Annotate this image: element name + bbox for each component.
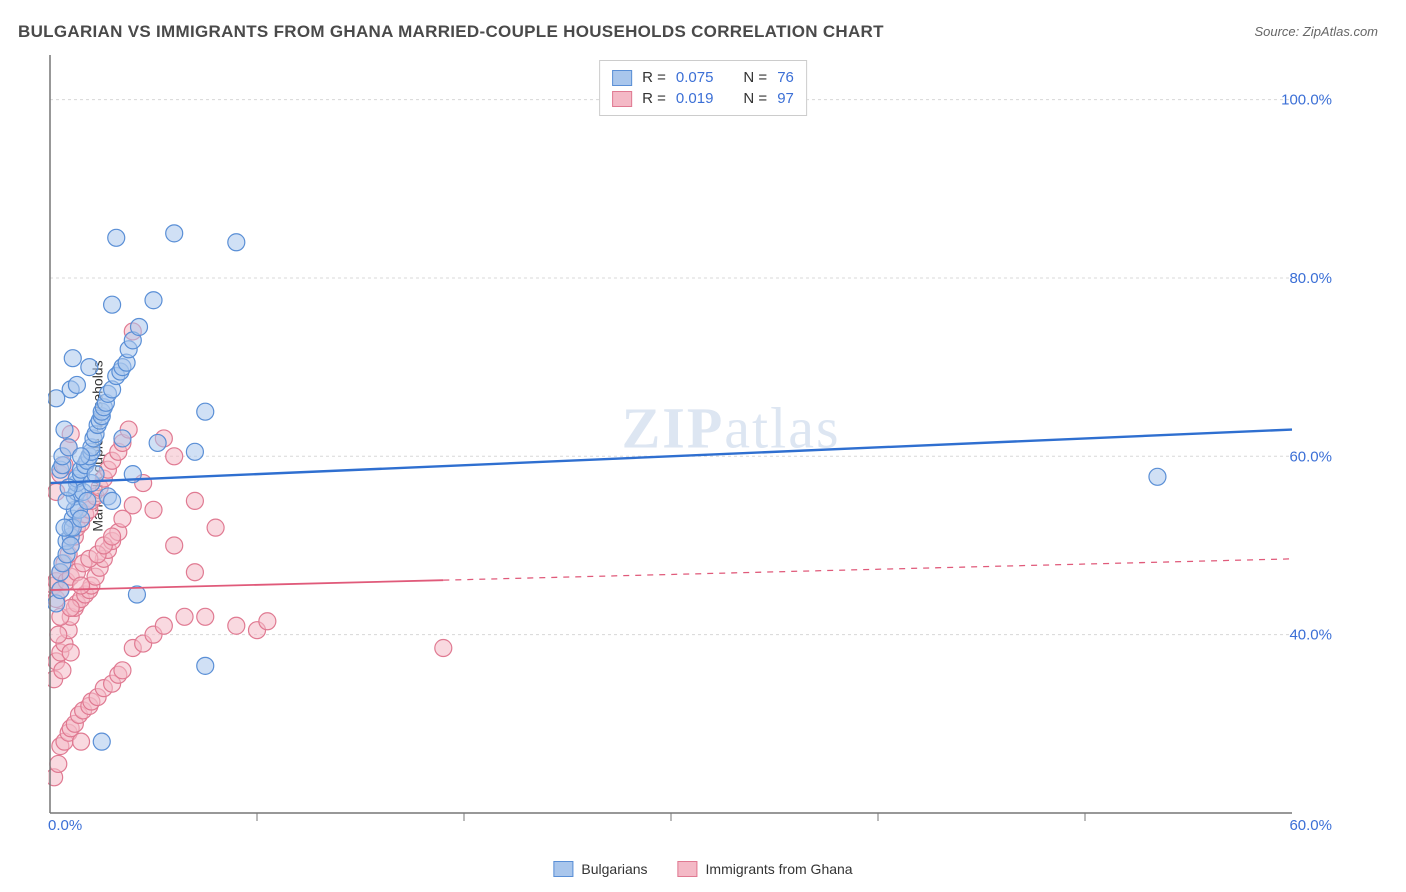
swatch-series-1 xyxy=(612,91,632,107)
r-label: R = xyxy=(642,69,666,86)
stats-row-1: R = 0.019 N = 97 xyxy=(612,88,794,109)
r-value-0: 0.075 xyxy=(676,69,714,86)
chart-container: BULGARIAN VS IMMIGRANTS FROM GHANA MARRI… xyxy=(0,0,1406,892)
svg-text:40.0%: 40.0% xyxy=(1289,627,1332,644)
n-label: N = xyxy=(743,90,767,107)
svg-text:60.0%: 60.0% xyxy=(1289,448,1332,465)
svg-text:0.0%: 0.0% xyxy=(48,817,82,830)
swatch-icon xyxy=(553,861,573,877)
legend-label-1: Immigrants from Ghana xyxy=(706,861,853,877)
svg-text:60.0%: 60.0% xyxy=(1289,817,1332,830)
n-value-0: 76 xyxy=(777,69,794,86)
stats-legend: R = 0.075 N = 76 R = 0.019 N = 97 xyxy=(599,60,807,116)
plot-area: 40.0% 60.0% 80.0% 100.0% 0.0% 60.0% xyxy=(48,55,1338,830)
n-value-1: 97 xyxy=(777,90,794,107)
chart-title: BULGARIAN VS IMMIGRANTS FROM GHANA MARRI… xyxy=(18,22,884,42)
swatch-icon xyxy=(678,861,698,877)
svg-text:100.0%: 100.0% xyxy=(1281,92,1332,109)
r-value-1: 0.019 xyxy=(676,90,714,107)
svg-text:80.0%: 80.0% xyxy=(1289,270,1332,287)
legend-item-0: Bulgarians xyxy=(553,861,647,877)
legend-item-1: Immigrants from Ghana xyxy=(678,861,853,877)
legend-label-0: Bulgarians xyxy=(581,861,647,877)
n-label: N = xyxy=(743,69,767,86)
swatch-series-0 xyxy=(612,70,632,86)
series-legend: Bulgarians Immigrants from Ghana xyxy=(553,861,852,877)
stats-row-0: R = 0.075 N = 76 xyxy=(612,67,794,88)
r-label: R = xyxy=(642,90,666,107)
scatter-svg: 40.0% 60.0% 80.0% 100.0% 0.0% 60.0% xyxy=(48,55,1338,830)
source-label: Source: ZipAtlas.com xyxy=(1254,24,1378,39)
